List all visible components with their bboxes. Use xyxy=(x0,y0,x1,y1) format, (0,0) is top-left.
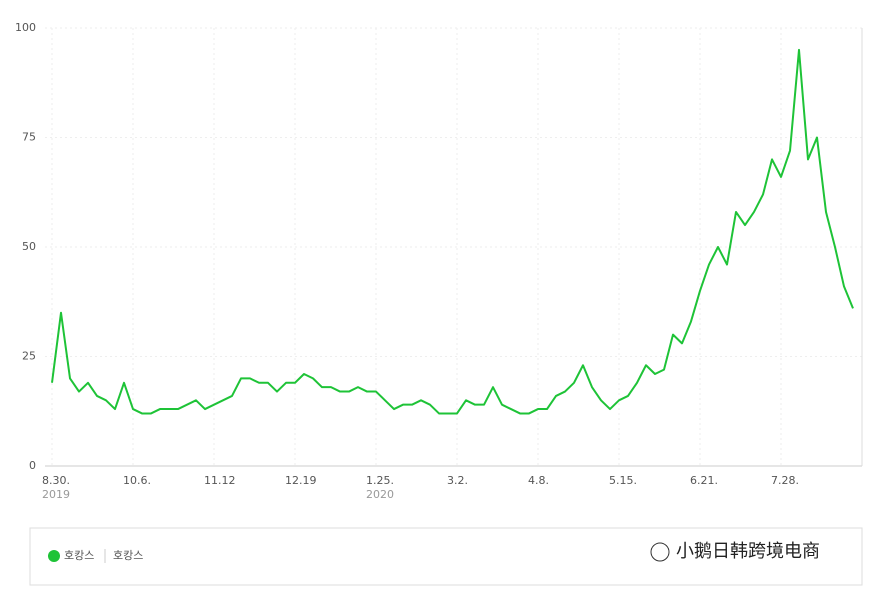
x-tick-sublabel: 2020 xyxy=(366,488,394,501)
legend-dot xyxy=(48,550,60,562)
y-tick-label: 25 xyxy=(22,350,36,363)
x-tick-label: 4.8. xyxy=(528,474,549,487)
x-tick-label: 11.12 xyxy=(204,474,236,487)
watermark: 小鹅日韩跨境电商 xyxy=(676,541,820,562)
y-tick-label: 100 xyxy=(15,21,36,34)
y-tick-label: 0 xyxy=(29,459,36,472)
x-tick-label: 1.25. xyxy=(366,474,394,487)
x-tick-label: 3.2. xyxy=(447,474,468,487)
y-tick-label: 75 xyxy=(22,131,36,144)
legend-label-secondary: 호캉스 xyxy=(113,549,143,562)
line-series xyxy=(51,48,854,415)
legend-label[interactable]: 호캉스 xyxy=(64,549,94,562)
x-tick-label: 8.30. xyxy=(42,474,70,487)
x-tick-label: 10.6. xyxy=(123,474,151,487)
y-tick-label: 50 xyxy=(22,240,36,253)
x-tick-label: 6.21. xyxy=(690,474,718,487)
watermark-icon xyxy=(650,542,670,562)
legend-box xyxy=(29,527,863,586)
x-tick-sublabel: 2019 xyxy=(42,488,70,501)
x-tick-label: 5.15. xyxy=(609,474,637,487)
x-tick-label: 12.19 xyxy=(285,474,317,487)
x-tick-label: 7.28. xyxy=(771,474,799,487)
